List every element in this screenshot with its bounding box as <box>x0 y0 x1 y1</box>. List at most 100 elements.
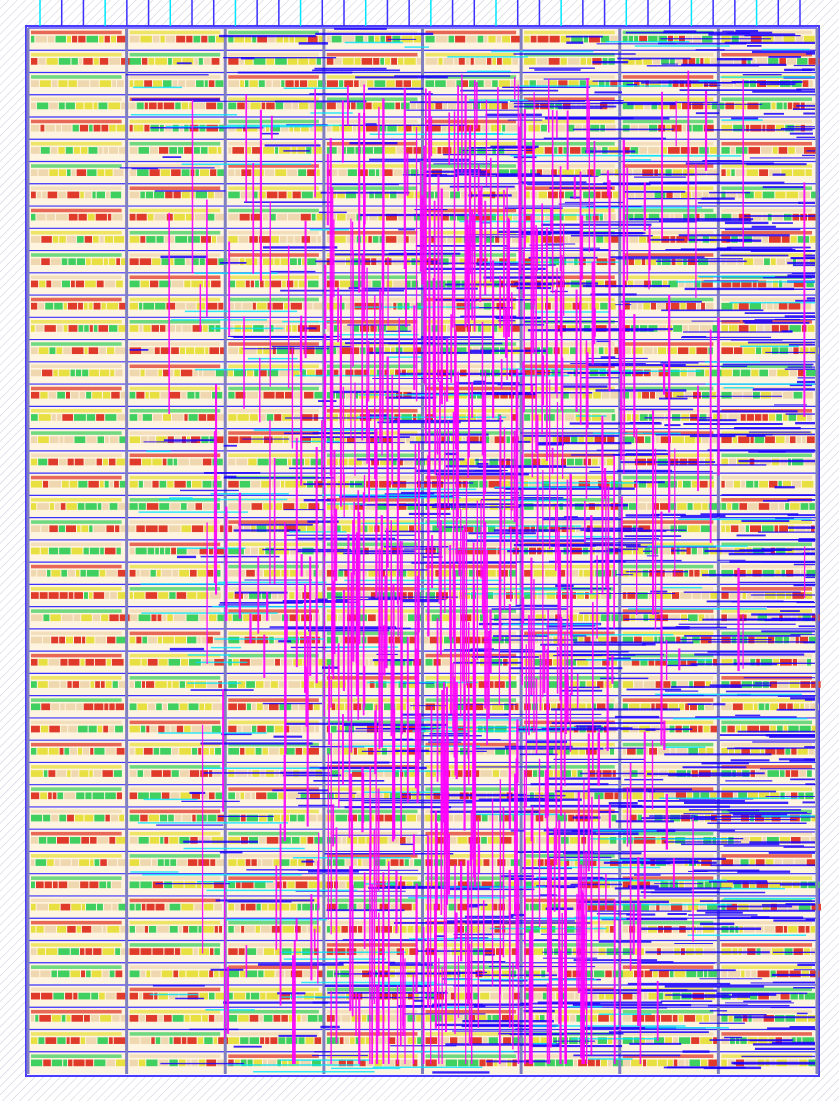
cell-instance <box>776 547 786 555</box>
cell-instance <box>159 480 167 488</box>
cell-instance <box>779 703 787 711</box>
cell-instance <box>191 525 204 533</box>
cell-instance <box>186 681 194 688</box>
cell-instance <box>107 926 120 933</box>
cell-instance <box>669 102 677 110</box>
cell-instance <box>116 35 126 43</box>
cell-instance <box>797 58 808 65</box>
cell-strip <box>721 564 812 569</box>
cell-instance <box>214 547 226 555</box>
cell-instance <box>169 836 179 844</box>
cell-instance <box>298 169 307 176</box>
cell-instance <box>209 347 220 355</box>
cell-strip <box>228 720 319 725</box>
cell-instance <box>129 926 135 933</box>
cell-instance <box>315 681 327 688</box>
cell-strip <box>524 97 615 101</box>
cell-instance <box>149 926 157 933</box>
cell-instance <box>256 903 261 911</box>
cell-instance <box>89 525 93 533</box>
cell-instance <box>72 35 78 43</box>
cell-instance <box>732 703 743 711</box>
cell-instance <box>245 280 250 288</box>
cell-strip <box>524 787 615 791</box>
cell-instance <box>591 480 597 488</box>
cell-instance <box>249 414 258 421</box>
cell-instance <box>798 903 811 911</box>
cell-instance <box>286 280 294 288</box>
cell-instance <box>189 926 198 933</box>
cell-instance <box>275 58 287 65</box>
cell-instance <box>497 169 510 176</box>
cell-instance <box>279 369 291 377</box>
cell-instance <box>69 836 81 844</box>
cell-instance <box>190 569 197 577</box>
cell-instance <box>129 503 138 510</box>
cell-instance <box>628 703 640 711</box>
cell-strip <box>622 587 714 591</box>
cell-instance <box>592 703 596 711</box>
cell-instance <box>86 1037 97 1044</box>
cell-instance <box>712 525 720 533</box>
cell-instance <box>506 213 513 221</box>
cell-instance <box>298 58 309 65</box>
cell-instance <box>326 58 334 65</box>
cell-instance <box>146 903 155 911</box>
cell-instance <box>326 369 333 377</box>
cell-instance <box>489 681 494 688</box>
cell-instance <box>311 213 316 221</box>
cell-instance <box>275 948 281 955</box>
cell-instance <box>109 58 121 65</box>
cell-instance <box>281 124 289 132</box>
cell-instance <box>73 414 86 421</box>
cell-instance <box>155 302 166 310</box>
cell-instance <box>488 814 499 822</box>
cell-instance <box>263 391 275 399</box>
cell-instance <box>775 436 785 444</box>
cell-instance <box>31 970 40 978</box>
cell-instance <box>102 770 113 777</box>
cell-strip <box>721 609 812 613</box>
cell-instance <box>450 992 455 1000</box>
cell-instance <box>535 614 546 622</box>
cell-instance <box>386 80 395 87</box>
cell-instance <box>103 258 108 266</box>
cell-instance <box>376 881 386 889</box>
cell-instance <box>399 836 406 844</box>
cell-instance <box>668 147 680 154</box>
cell-instance <box>781 169 793 176</box>
cell-strip <box>524 698 615 702</box>
cell-instance <box>425 592 436 599</box>
cell-instance <box>305 1037 314 1044</box>
cell-instance <box>55 124 61 132</box>
cell-instance <box>129 213 136 221</box>
cell-instance <box>660 503 670 510</box>
cell-instance <box>115 948 121 955</box>
cell-instance <box>71 58 78 65</box>
cell-instance <box>762 569 775 577</box>
cell-instance <box>66 1015 71 1022</box>
cell-instance <box>334 280 339 288</box>
cell-strip <box>622 253 714 257</box>
cell-strip <box>31 631 122 636</box>
cell-instance <box>297 1015 301 1022</box>
cell-instance <box>173 970 179 978</box>
cell-instance <box>110 592 117 599</box>
cell-instance <box>228 703 237 711</box>
cell-instance <box>677 681 689 688</box>
cell-instance <box>776 747 785 755</box>
cell-instance <box>721 525 725 533</box>
cell-instance <box>193 948 198 955</box>
cell-strip <box>721 943 812 947</box>
cell-instance <box>793 280 806 288</box>
cell-instance <box>138 1059 146 1067</box>
cell-instance <box>672 992 681 1000</box>
cell-instance <box>721 814 732 822</box>
cell-strip <box>622 141 714 146</box>
cell-instance <box>258 191 266 199</box>
cell-instance <box>251 503 263 510</box>
cell-instance <box>61 1015 66 1022</box>
cell-instance <box>31 213 36 221</box>
cell-strip <box>326 97 418 101</box>
cell-strip <box>622 631 714 636</box>
